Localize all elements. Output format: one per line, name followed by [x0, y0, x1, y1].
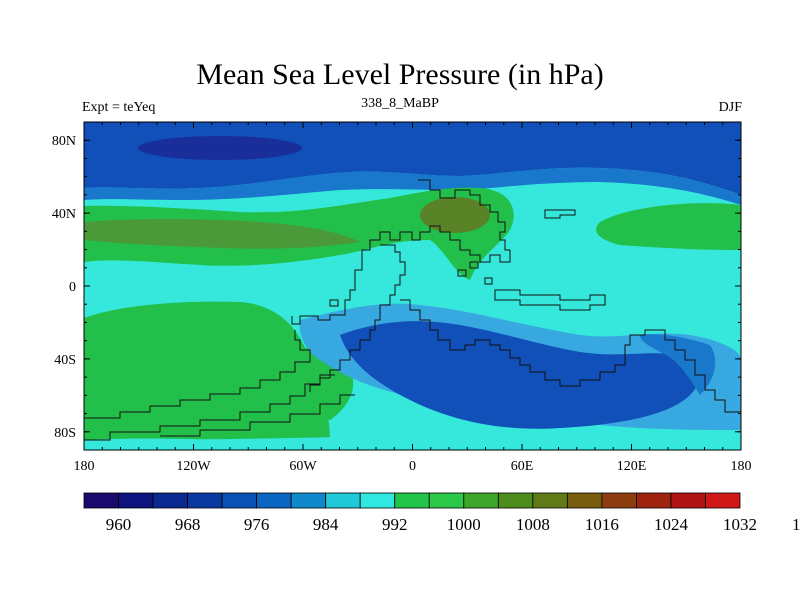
axis-tick-labels: 80N 40N 0 40S 80S 180 120W 60W 0 60E 120E 180	[52, 134, 752, 474]
field-north-darkgreen	[84, 219, 360, 249]
coastline-south-continent	[84, 330, 311, 419]
coastline-south-continent3	[160, 394, 355, 437]
colorbar-swatch	[187, 492, 223, 509]
lon-tick-label: 60E	[511, 459, 534, 474]
colorbar-swatch	[221, 492, 258, 509]
field-pacific-green	[596, 203, 741, 250]
lon-tick-label: 120E	[617, 459, 647, 474]
colorbar-swatch	[497, 492, 534, 509]
axis-ticks	[83, 121, 742, 451]
colorbar-swatch	[325, 492, 361, 509]
field-south-blue	[340, 321, 699, 429]
colorbar-swatch	[463, 492, 499, 509]
coastline-island-ne	[544, 209, 576, 219]
colorbar-swatch	[601, 492, 637, 509]
colorbar-swatch	[290, 492, 327, 509]
lat-tick-label: 80S	[54, 426, 76, 441]
colorbar-label: 1040	[792, 515, 800, 534]
colorbar-swatch	[83, 492, 119, 509]
period-label: 338_8_MaBP	[361, 96, 439, 111]
coastline-mid-continent	[309, 244, 406, 392]
colorbar-swatch	[705, 492, 741, 509]
coastline-south-continent2	[84, 374, 335, 441]
colorbar-labels: 960 968 976 984 992 1000 1008 1016 1024 1032 1040	[106, 515, 800, 534]
field-arctic-low	[138, 136, 302, 160]
lon-tick-label: 180	[731, 459, 752, 474]
lat-tick-label: 80N	[52, 134, 76, 149]
season-label: DJF	[718, 100, 742, 115]
coastline-east-strip	[494, 289, 606, 311]
field-north-midblue	[84, 167, 741, 205]
colorbar-label: 1016	[585, 515, 619, 534]
lon-tick-label: 120W	[176, 459, 211, 474]
pressure-field	[84, 122, 741, 450]
lon-tick-label: 60W	[289, 459, 317, 474]
colorbar-swatch	[636, 492, 672, 509]
field-south-midblue	[640, 334, 716, 395]
colorbar-label: 984	[313, 515, 339, 534]
colorbar-label: 1032	[723, 515, 757, 534]
colorbar-swatch	[359, 492, 396, 509]
field-asia-high	[420, 197, 490, 233]
colorbar-swatch	[428, 492, 465, 509]
lat-tick-label: 40S	[54, 353, 76, 368]
lon-tick-label: 0	[409, 459, 416, 474]
colorbar-swatch	[152, 492, 188, 509]
colorbar-swatch	[670, 492, 706, 509]
coastlines	[84, 179, 741, 441]
colorbar-label: 1000	[447, 515, 481, 534]
coastline-small-isles	[329, 261, 493, 307]
colorbar-label: 1008	[516, 515, 550, 534]
colorbar-swatch	[532, 492, 568, 509]
colorbar-label: 960	[106, 515, 132, 534]
chart-title: Mean Sea Level Pressure (in hPa)	[196, 58, 604, 91]
experiment-label: Expt = teYeq	[82, 100, 156, 115]
lat-tick-label: 0	[69, 280, 76, 295]
colorbar-label: 1024	[654, 515, 689, 534]
colorbar-label: 992	[382, 515, 408, 534]
colorbar-swatch	[566, 492, 603, 509]
lat-tick-label: 40N	[52, 207, 76, 222]
colorbar-label: 976	[244, 515, 270, 534]
field-south-cyan	[84, 434, 741, 450]
coastline-tethys	[400, 299, 741, 413]
colorbar-swatch	[118, 492, 154, 509]
colorbar-swatch	[394, 492, 430, 509]
field-south-green	[84, 301, 330, 441]
colorbar-swatch	[256, 492, 292, 509]
colorbar-label: 968	[175, 515, 201, 534]
lon-tick-label: 180	[74, 459, 95, 474]
coastline-north-continent	[291, 179, 511, 325]
colorbar	[83, 492, 741, 509]
